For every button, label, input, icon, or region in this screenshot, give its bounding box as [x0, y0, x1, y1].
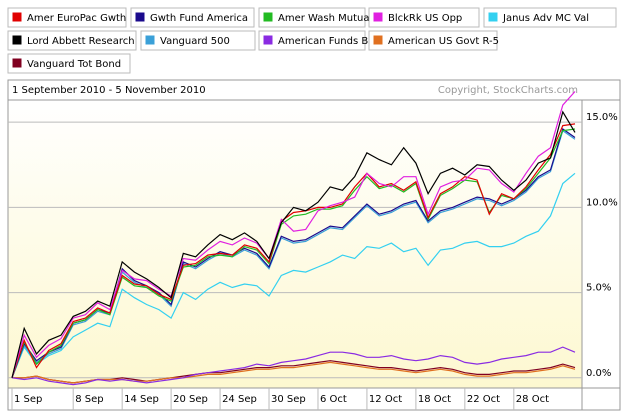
subtitle: 1 September 2010 - 5 November 2010 [12, 85, 206, 96]
x-tick-label: 18 Oct [418, 394, 451, 405]
legend-label: American US Govt R-5 [388, 36, 499, 47]
lines [11, 91, 576, 386]
legend-label: Amer Wash Mutual [278, 13, 372, 24]
legend-label: Vanguard Tot Bond [27, 59, 121, 70]
legend-item [7, 53, 131, 74]
x-tick-label: 8 Sep [75, 394, 103, 405]
x-tick-label: 30 Sep [271, 394, 306, 405]
x-tick-label: 20 Sep [173, 394, 208, 405]
legend-swatch [263, 12, 273, 22]
y-tick-label: 0.0% [586, 368, 611, 379]
legend-item [258, 7, 366, 28]
legend-swatch [373, 35, 383, 45]
chart-frame [7, 79, 621, 411]
plot-background [8, 100, 582, 388]
legend-item [140, 30, 256, 51]
series-line [11, 346, 576, 386]
legend-item [368, 30, 498, 51]
y-tick-label: 15.0% [586, 112, 618, 123]
legend-swatch [12, 12, 22, 22]
y-tick-label: 5.0% [586, 283, 611, 294]
legend-swatch [263, 35, 273, 45]
legend-swatch [12, 35, 22, 45]
legend-label: American Funds Bond [278, 36, 387, 47]
legend-label: Amer EuroPac Gwth [27, 13, 126, 24]
grid: 0.0% 5.0% 10.0% 15.0% 1 Sep 8 Sep 14 Sep 20 Sep… [8, 112, 618, 410]
legend-label: Janus Adv MC Val [502, 13, 589, 24]
x-tick-label: 22 Oct [467, 394, 500, 405]
series-line [12, 361, 576, 384]
legend-label: Gwth Fund America [150, 13, 248, 24]
y-tick-label: 10.0% [586, 197, 618, 208]
x-tick-label: 14 Sep [124, 394, 159, 405]
series-line [11, 123, 576, 378]
legend-swatch [135, 12, 145, 22]
x-tick-label: 6 Oct [320, 394, 347, 405]
legend-label: BlckRk US Opp [388, 13, 462, 24]
series-line [11, 172, 576, 379]
copyright: Copyright, StockCharts.com [438, 85, 578, 96]
x-tick-label: 24 Sep [222, 394, 257, 405]
legend-swatch [12, 58, 22, 68]
legend-swatch [488, 12, 498, 22]
legend-swatch [145, 35, 155, 45]
series-line [11, 91, 576, 378]
legend: Amer EuroPac Gwth Gwth Fund America Amer W… [7, 7, 617, 74]
legend-item [258, 30, 366, 51]
x-tick-label: 1 Sep [14, 394, 42, 405]
series-line [11, 110, 576, 378]
legend-item [7, 7, 127, 28]
x-tick-label: 12 Oct [369, 394, 402, 405]
legend-item [7, 30, 137, 51]
x-tick-label: 28 Oct [516, 394, 549, 405]
legend-label: Vanguard 500 [160, 36, 230, 47]
legend-item [368, 7, 480, 28]
legend-item [483, 7, 617, 28]
legend-label: Lord Abbett Research [27, 36, 135, 47]
legend-item [130, 7, 255, 28]
legend-swatch [373, 12, 383, 22]
